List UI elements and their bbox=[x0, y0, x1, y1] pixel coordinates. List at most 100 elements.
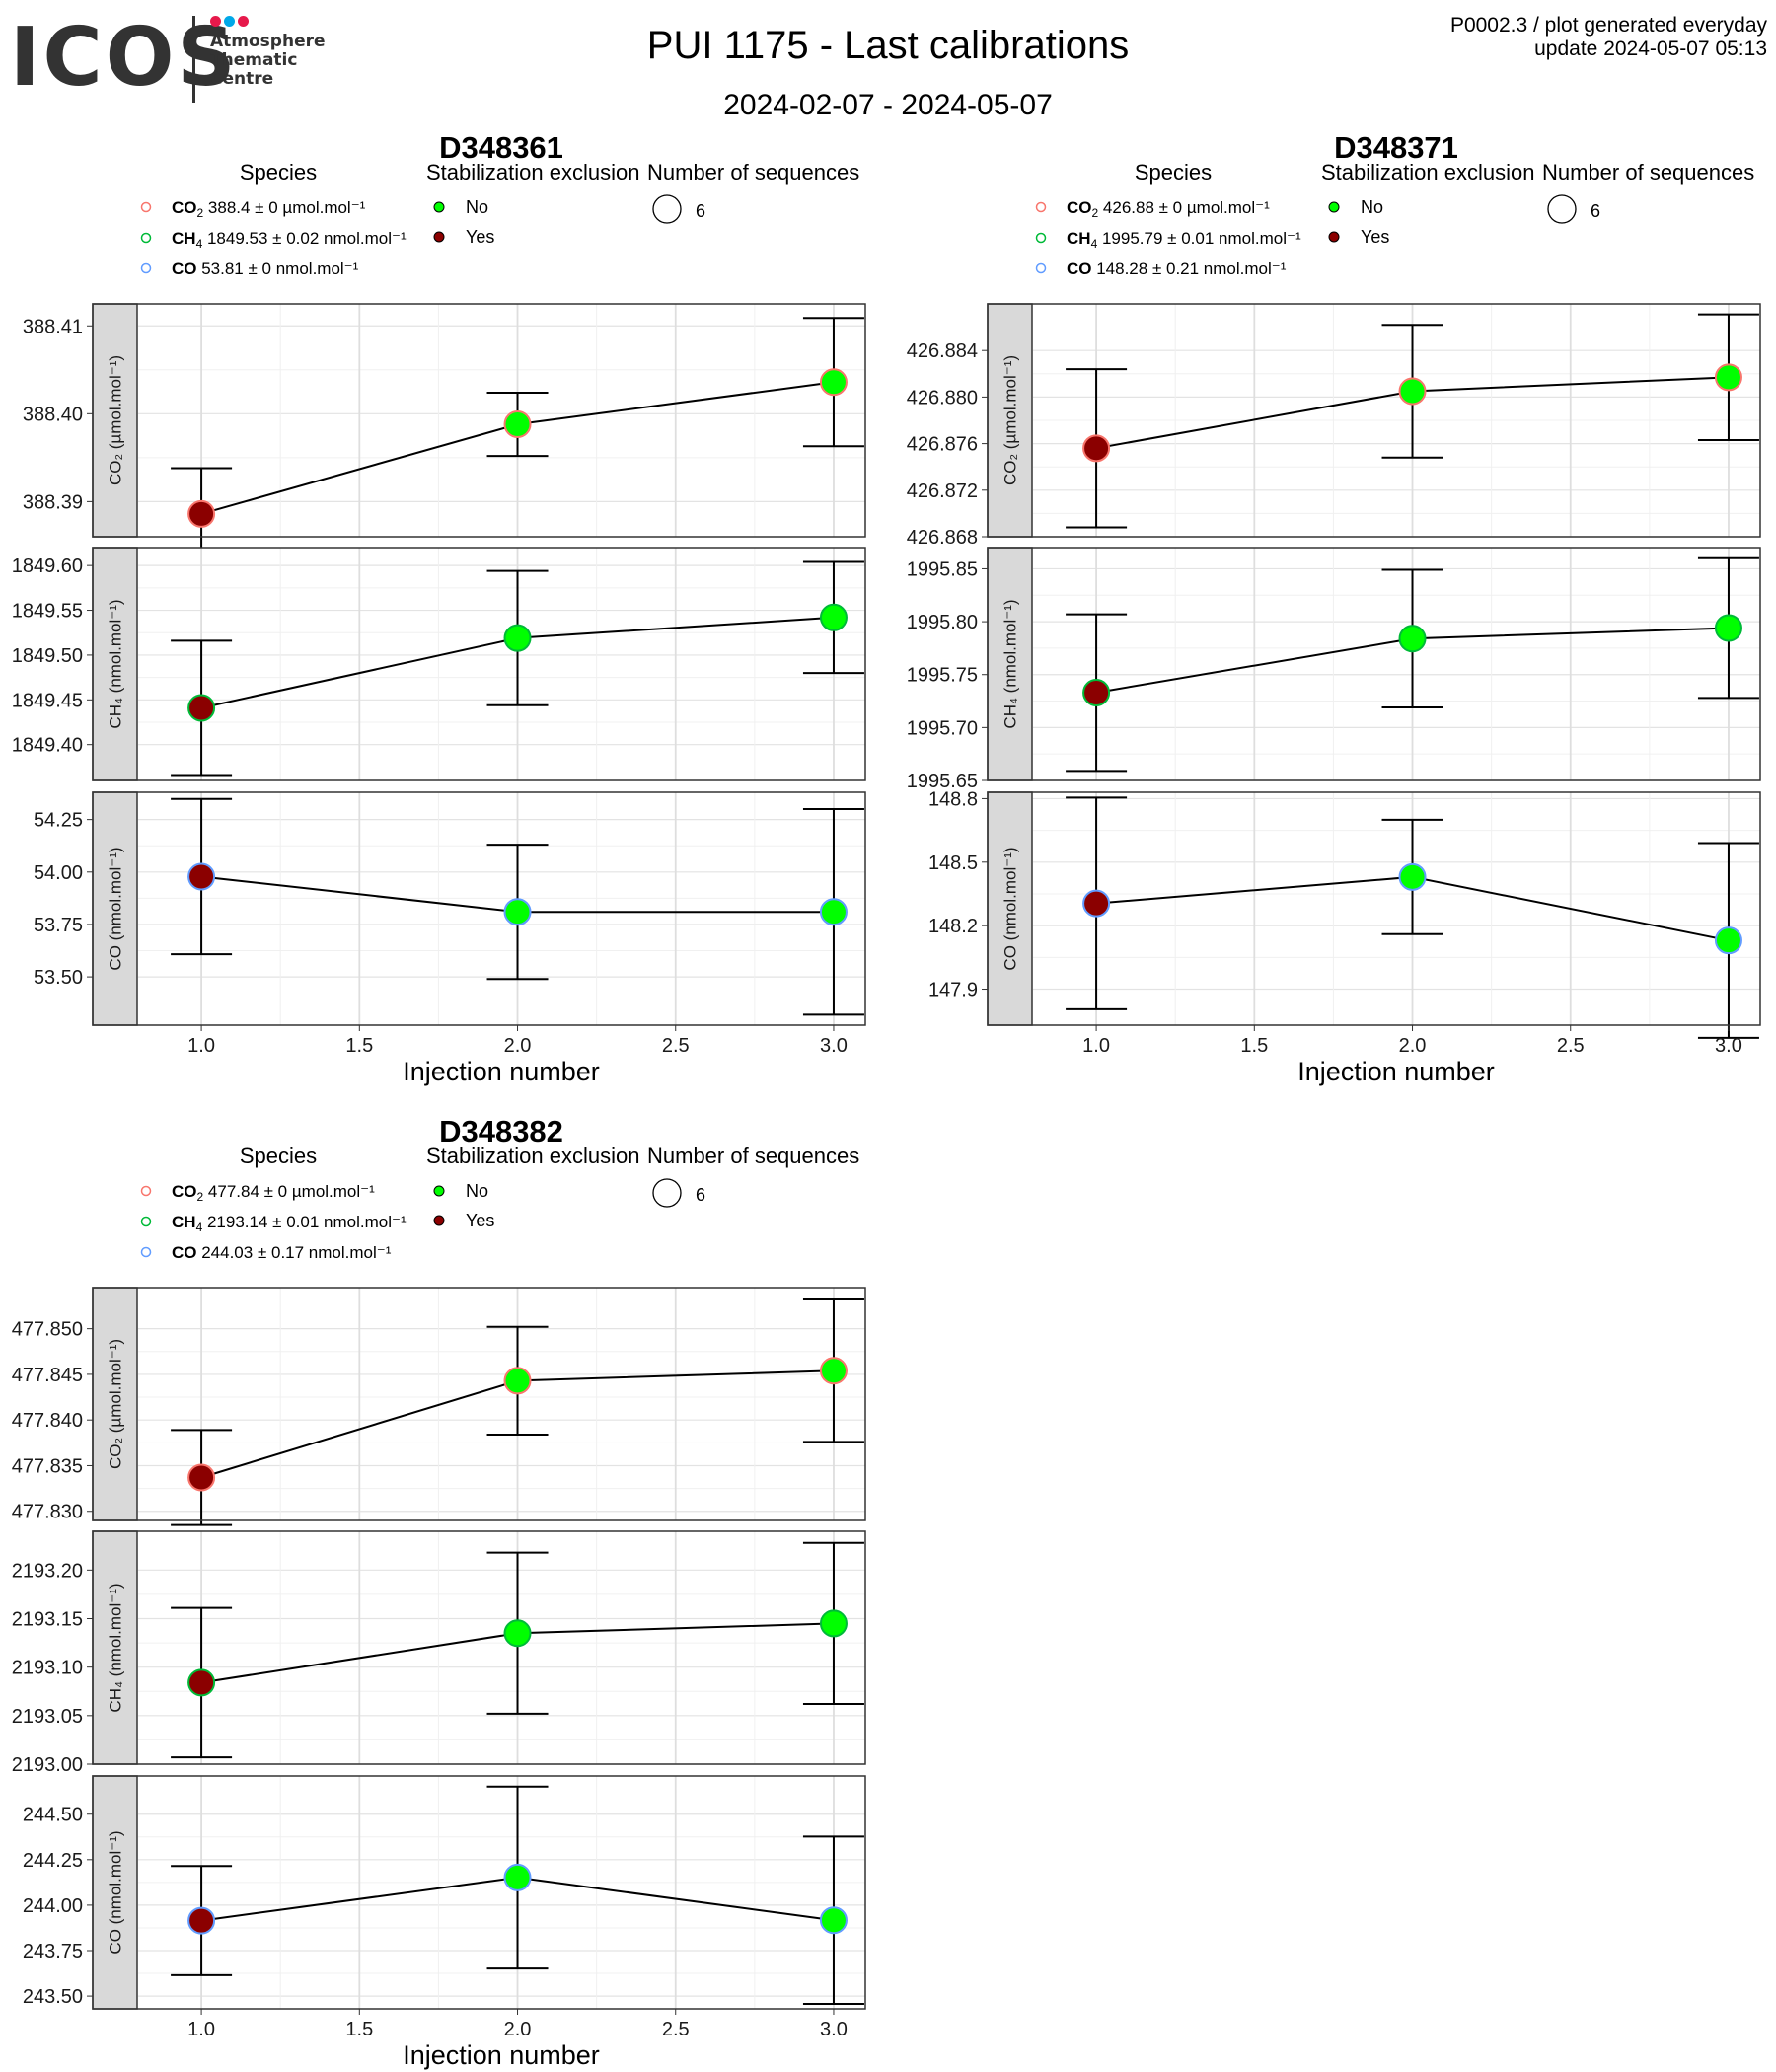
panel-border bbox=[92, 1530, 866, 1765]
data-point-2 bbox=[503, 898, 532, 926]
legend-species-marker-co bbox=[140, 262, 152, 274]
data-point-3 bbox=[819, 368, 848, 397]
y-tick-label: 243.50 bbox=[23, 1986, 83, 2008]
legend-species-marker-co bbox=[1035, 262, 1047, 274]
panel-co: 147.9 148.2 148.5 148.8 CO (nmol.mol⁻¹) bbox=[928, 788, 1761, 1039]
legend-sequences-marker bbox=[652, 1178, 682, 1208]
panel-co2: 388.39 388.40 388.41 CO₂ (µmol.mol⁻¹) bbox=[23, 303, 866, 561]
data-point-1 bbox=[1082, 434, 1111, 463]
panel-border bbox=[92, 791, 866, 1026]
x-tick-label: 2.5 bbox=[1557, 1035, 1585, 1057]
panel-strip-label: CH₄ (nmol.mol⁻¹) bbox=[107, 1583, 125, 1712]
data-point-2 bbox=[1398, 625, 1427, 653]
panel-border bbox=[987, 791, 1761, 1026]
x-tick-label: 2.0 bbox=[504, 1035, 532, 1057]
panel-ch4: 1995.65 1995.70 1995.75 1995.80 1995.85 CH₄ (… bbox=[907, 547, 1761, 792]
legend-species-marker-co2 bbox=[1035, 201, 1047, 213]
legend-exclusion-label-yes: Yes bbox=[466, 227, 494, 247]
legend-exclusion-title: Stabilization exclusion bbox=[426, 160, 639, 185]
y-tick-label: 477.830 bbox=[12, 1502, 83, 1523]
legend-exclusion-label-no: No bbox=[1361, 197, 1383, 217]
logo-dot-blue bbox=[224, 16, 235, 27]
x-axis-title: Injection number bbox=[403, 1057, 600, 1086]
update-timestamp: update 2024-05-07 05:13 bbox=[1534, 37, 1767, 60]
legend-sequences-label: 6 bbox=[1591, 201, 1600, 221]
y-tick-label: 426.872 bbox=[907, 481, 978, 502]
y-tick-label: 1849.40 bbox=[12, 735, 83, 757]
data-point-3 bbox=[819, 898, 848, 926]
y-tick-label: 244.00 bbox=[23, 1895, 83, 1917]
logo-divider bbox=[192, 16, 195, 103]
data-point-2 bbox=[1398, 377, 1427, 406]
y-tick-label: 1849.60 bbox=[12, 555, 83, 577]
y-tick-label: 1995.85 bbox=[907, 558, 978, 580]
data-point-1 bbox=[187, 1668, 216, 1697]
legend-sequences-marker bbox=[652, 194, 682, 224]
y-tick-label: 477.850 bbox=[12, 1319, 83, 1341]
logo-dot-pink-2 bbox=[238, 16, 249, 27]
data-point-2 bbox=[503, 1863, 532, 1891]
icos-logo: ICOS bbox=[10, 11, 239, 105]
report-title: PUI 1175 - Last calibrations bbox=[646, 24, 1130, 67]
panel-strip-label: CO (nmol.mol⁻¹) bbox=[107, 1830, 125, 1954]
x-tick-label: 1.5 bbox=[345, 1035, 373, 1057]
panel-border bbox=[987, 547, 1761, 781]
legend-species-marker-ch4 bbox=[140, 1216, 152, 1227]
data-point-3 bbox=[819, 603, 848, 631]
logo-line-2: Thematic bbox=[210, 50, 298, 70]
legend-species-label-ch4: CH4 2193.14 ± 0.01 nmol.mol⁻¹ bbox=[172, 1213, 407, 1234]
data-point-3 bbox=[1714, 614, 1742, 642]
y-tick-label: 477.835 bbox=[12, 1455, 83, 1477]
legend-species-label-ch4: CH4 1995.79 ± 0.01 nmol.mol⁻¹ bbox=[1067, 229, 1301, 251]
y-tick-label: 477.845 bbox=[12, 1365, 83, 1386]
legend-sequences-label: 6 bbox=[696, 1185, 705, 1205]
legend-species-marker-ch4 bbox=[1035, 232, 1047, 244]
report-header: ICOS Atmosphere Thematic Centre PUI 1175… bbox=[0, 0, 1776, 128]
data-point-1 bbox=[187, 862, 216, 891]
y-tick-label: 388.41 bbox=[23, 316, 83, 337]
y-tick-label: 243.75 bbox=[23, 1941, 83, 1962]
logo-dot-pink bbox=[210, 16, 221, 27]
x-tick-label: 2.0 bbox=[504, 2019, 532, 2040]
y-tick-label: 426.884 bbox=[907, 340, 978, 362]
chart-title: D348382 bbox=[439, 1114, 563, 1148]
panel-border bbox=[987, 303, 1761, 538]
y-tick-label: 244.50 bbox=[23, 1805, 83, 1826]
legend-species-marker-co2 bbox=[140, 201, 152, 213]
plot-background bbox=[138, 1288, 865, 1520]
logo-line-3: Centre bbox=[210, 69, 274, 89]
y-tick-label: 426.868 bbox=[907, 527, 978, 549]
chart-title: D348371 bbox=[1334, 130, 1458, 165]
calibration-chart-D348382: D348382 Species CO2 477.84 ± 0 µmol.mol⁻¹ C… bbox=[12, 1114, 866, 2070]
legend-sequences-label: 6 bbox=[696, 201, 705, 221]
panel-strip-label: CH₄ (nmol.mol⁻¹) bbox=[107, 599, 125, 728]
legend-species-marker-ch4 bbox=[140, 232, 152, 244]
calibration-chart-D348371: D348371 Species CO2 426.88 ± 0 µmol.mol⁻¹ C… bbox=[907, 130, 1761, 1086]
panel-strip bbox=[92, 1530, 138, 1765]
legend-species-label-co2: CO2 477.84 ± 0 µmol.mol⁻¹ bbox=[172, 1182, 375, 1204]
data-point-2 bbox=[503, 410, 532, 439]
y-tick-label: 2193.15 bbox=[12, 1609, 83, 1631]
legend-exclusion-marker-yes bbox=[1328, 231, 1340, 243]
legend-sequences-title: Number of sequences bbox=[647, 1144, 859, 1168]
y-tick-label: 53.50 bbox=[34, 967, 83, 989]
panel-border bbox=[92, 547, 866, 781]
data-point-1 bbox=[187, 1906, 216, 1935]
x-tick-label: 1.5 bbox=[345, 2019, 373, 2040]
panel-ch4: 1849.40 1849.45 1849.50 1849.55 1849.60 CH₄ (… bbox=[12, 547, 866, 781]
x-tick-label: 3.0 bbox=[1715, 1035, 1742, 1057]
data-point-3 bbox=[819, 1357, 848, 1385]
report-date-range: 2024-02-07 - 2024-05-07 bbox=[723, 89, 1053, 121]
data-point-3 bbox=[819, 1906, 848, 1935]
legend-species-marker-co2 bbox=[140, 1185, 152, 1197]
data-point-2 bbox=[503, 1619, 532, 1648]
y-tick-label: 2193.20 bbox=[12, 1560, 83, 1582]
legend-species-label-co2: CO2 388.4 ± 0 µmol.mol⁻¹ bbox=[172, 198, 366, 220]
panel-strip-label: CO (nmol.mol⁻¹) bbox=[107, 847, 125, 970]
panel-strip bbox=[92, 303, 138, 538]
data-point-2 bbox=[503, 624, 532, 652]
legend-exclusion-title: Stabilization exclusion bbox=[426, 1144, 639, 1168]
panel-co2: 477.830 477.835 477.840 477.845 477.850 CO₂ (… bbox=[12, 1287, 866, 1526]
y-tick-label: 54.00 bbox=[34, 862, 83, 884]
